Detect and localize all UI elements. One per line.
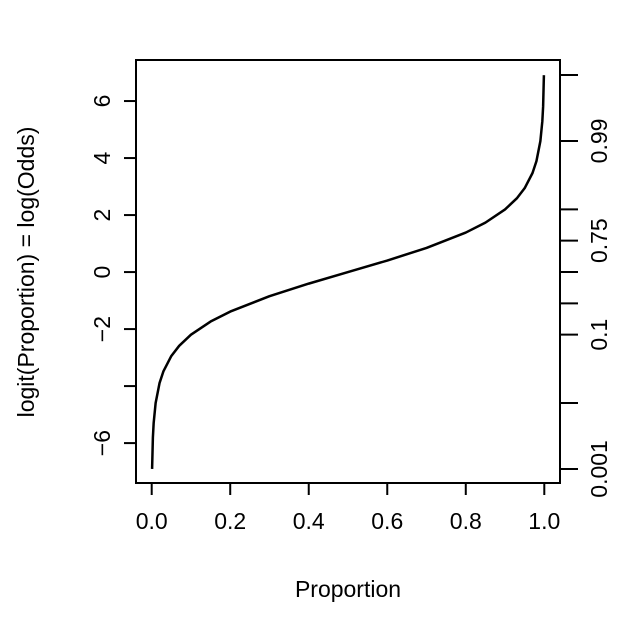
x-tick-label: 1.0 (528, 508, 560, 534)
y-tick-label: 6 (89, 95, 115, 108)
y2-tick-label: 0.99 (586, 119, 612, 164)
x-tick-label: 0.8 (450, 508, 482, 534)
y-tick-label: −6 (89, 430, 115, 456)
x-axis-title: Proportion (295, 576, 401, 602)
y2-tick-label: 0.001 (586, 440, 612, 498)
x-tick-label: 0.6 (371, 508, 403, 534)
y2-tick-label: 0.1 (586, 319, 612, 351)
x-tick-label: 0.2 (214, 508, 246, 534)
y-tick-label: 2 (89, 209, 115, 222)
y-axis-title: logit(Proportion) = log(Odds) (13, 127, 39, 418)
y-tick-label: −2 (89, 316, 115, 342)
y-tick-label: 4 (89, 151, 115, 164)
curve (150, 75, 546, 469)
y2-tick-label: 0.75 (586, 218, 612, 263)
y-tick-label: 0 (89, 266, 115, 279)
x-tick-label: 0.4 (293, 508, 325, 534)
x-tick-label: 0.0 (136, 508, 168, 534)
